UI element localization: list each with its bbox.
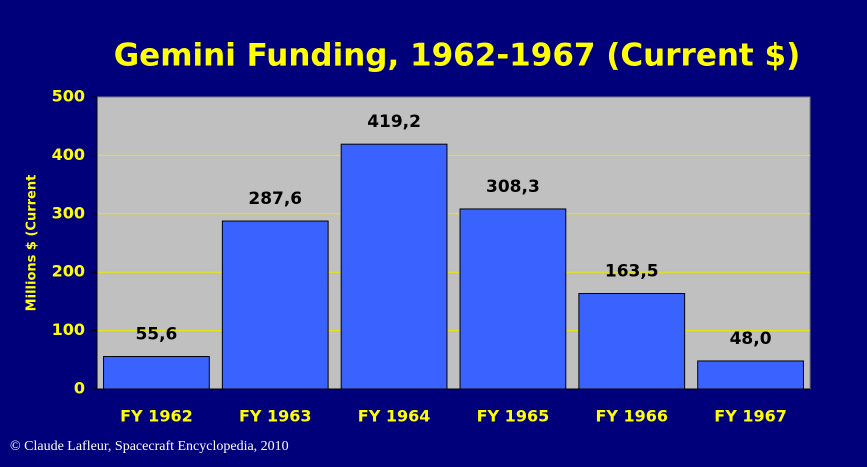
x-tick-label: FY 1962	[120, 407, 193, 426]
y-axis-label: Millions $ (Current	[25, 175, 40, 312]
credit: © Claude Lafleur, Spacecraft Encyclopedi…	[10, 439, 289, 454]
bar	[340, 143, 448, 390]
bar	[103, 356, 210, 390]
x-tick-label: FY 1965	[477, 407, 550, 426]
data-label: 308,3	[486, 177, 540, 197]
x-tick-label: FY 1967	[714, 407, 787, 426]
y-tick-label: 200	[52, 262, 85, 281]
data-label: 419,2	[367, 112, 421, 132]
data-label: 55,6	[135, 325, 177, 345]
y-tick-label: 500	[52, 87, 85, 106]
y-tick-label: 300	[52, 203, 85, 222]
y-tick-label: 0	[74, 379, 85, 398]
data-label: 163,5	[605, 262, 659, 282]
x-tick-label: FY 1966	[595, 407, 668, 426]
bar	[578, 293, 686, 390]
y-tick-label: 400	[52, 145, 85, 164]
x-tick-label: FY 1963	[239, 407, 312, 426]
x-tick-label: FY 1964	[358, 407, 431, 426]
y-tick-label: 100	[52, 320, 85, 339]
data-label: 287,6	[248, 189, 302, 209]
data-label: 48,0	[730, 329, 772, 349]
bar	[221, 220, 329, 390]
plot-area	[96, 96, 811, 390]
bar	[459, 208, 567, 390]
bar	[697, 360, 804, 390]
chart-title: Gemini Funding, 1962-1967 (Current $)	[114, 38, 801, 74]
